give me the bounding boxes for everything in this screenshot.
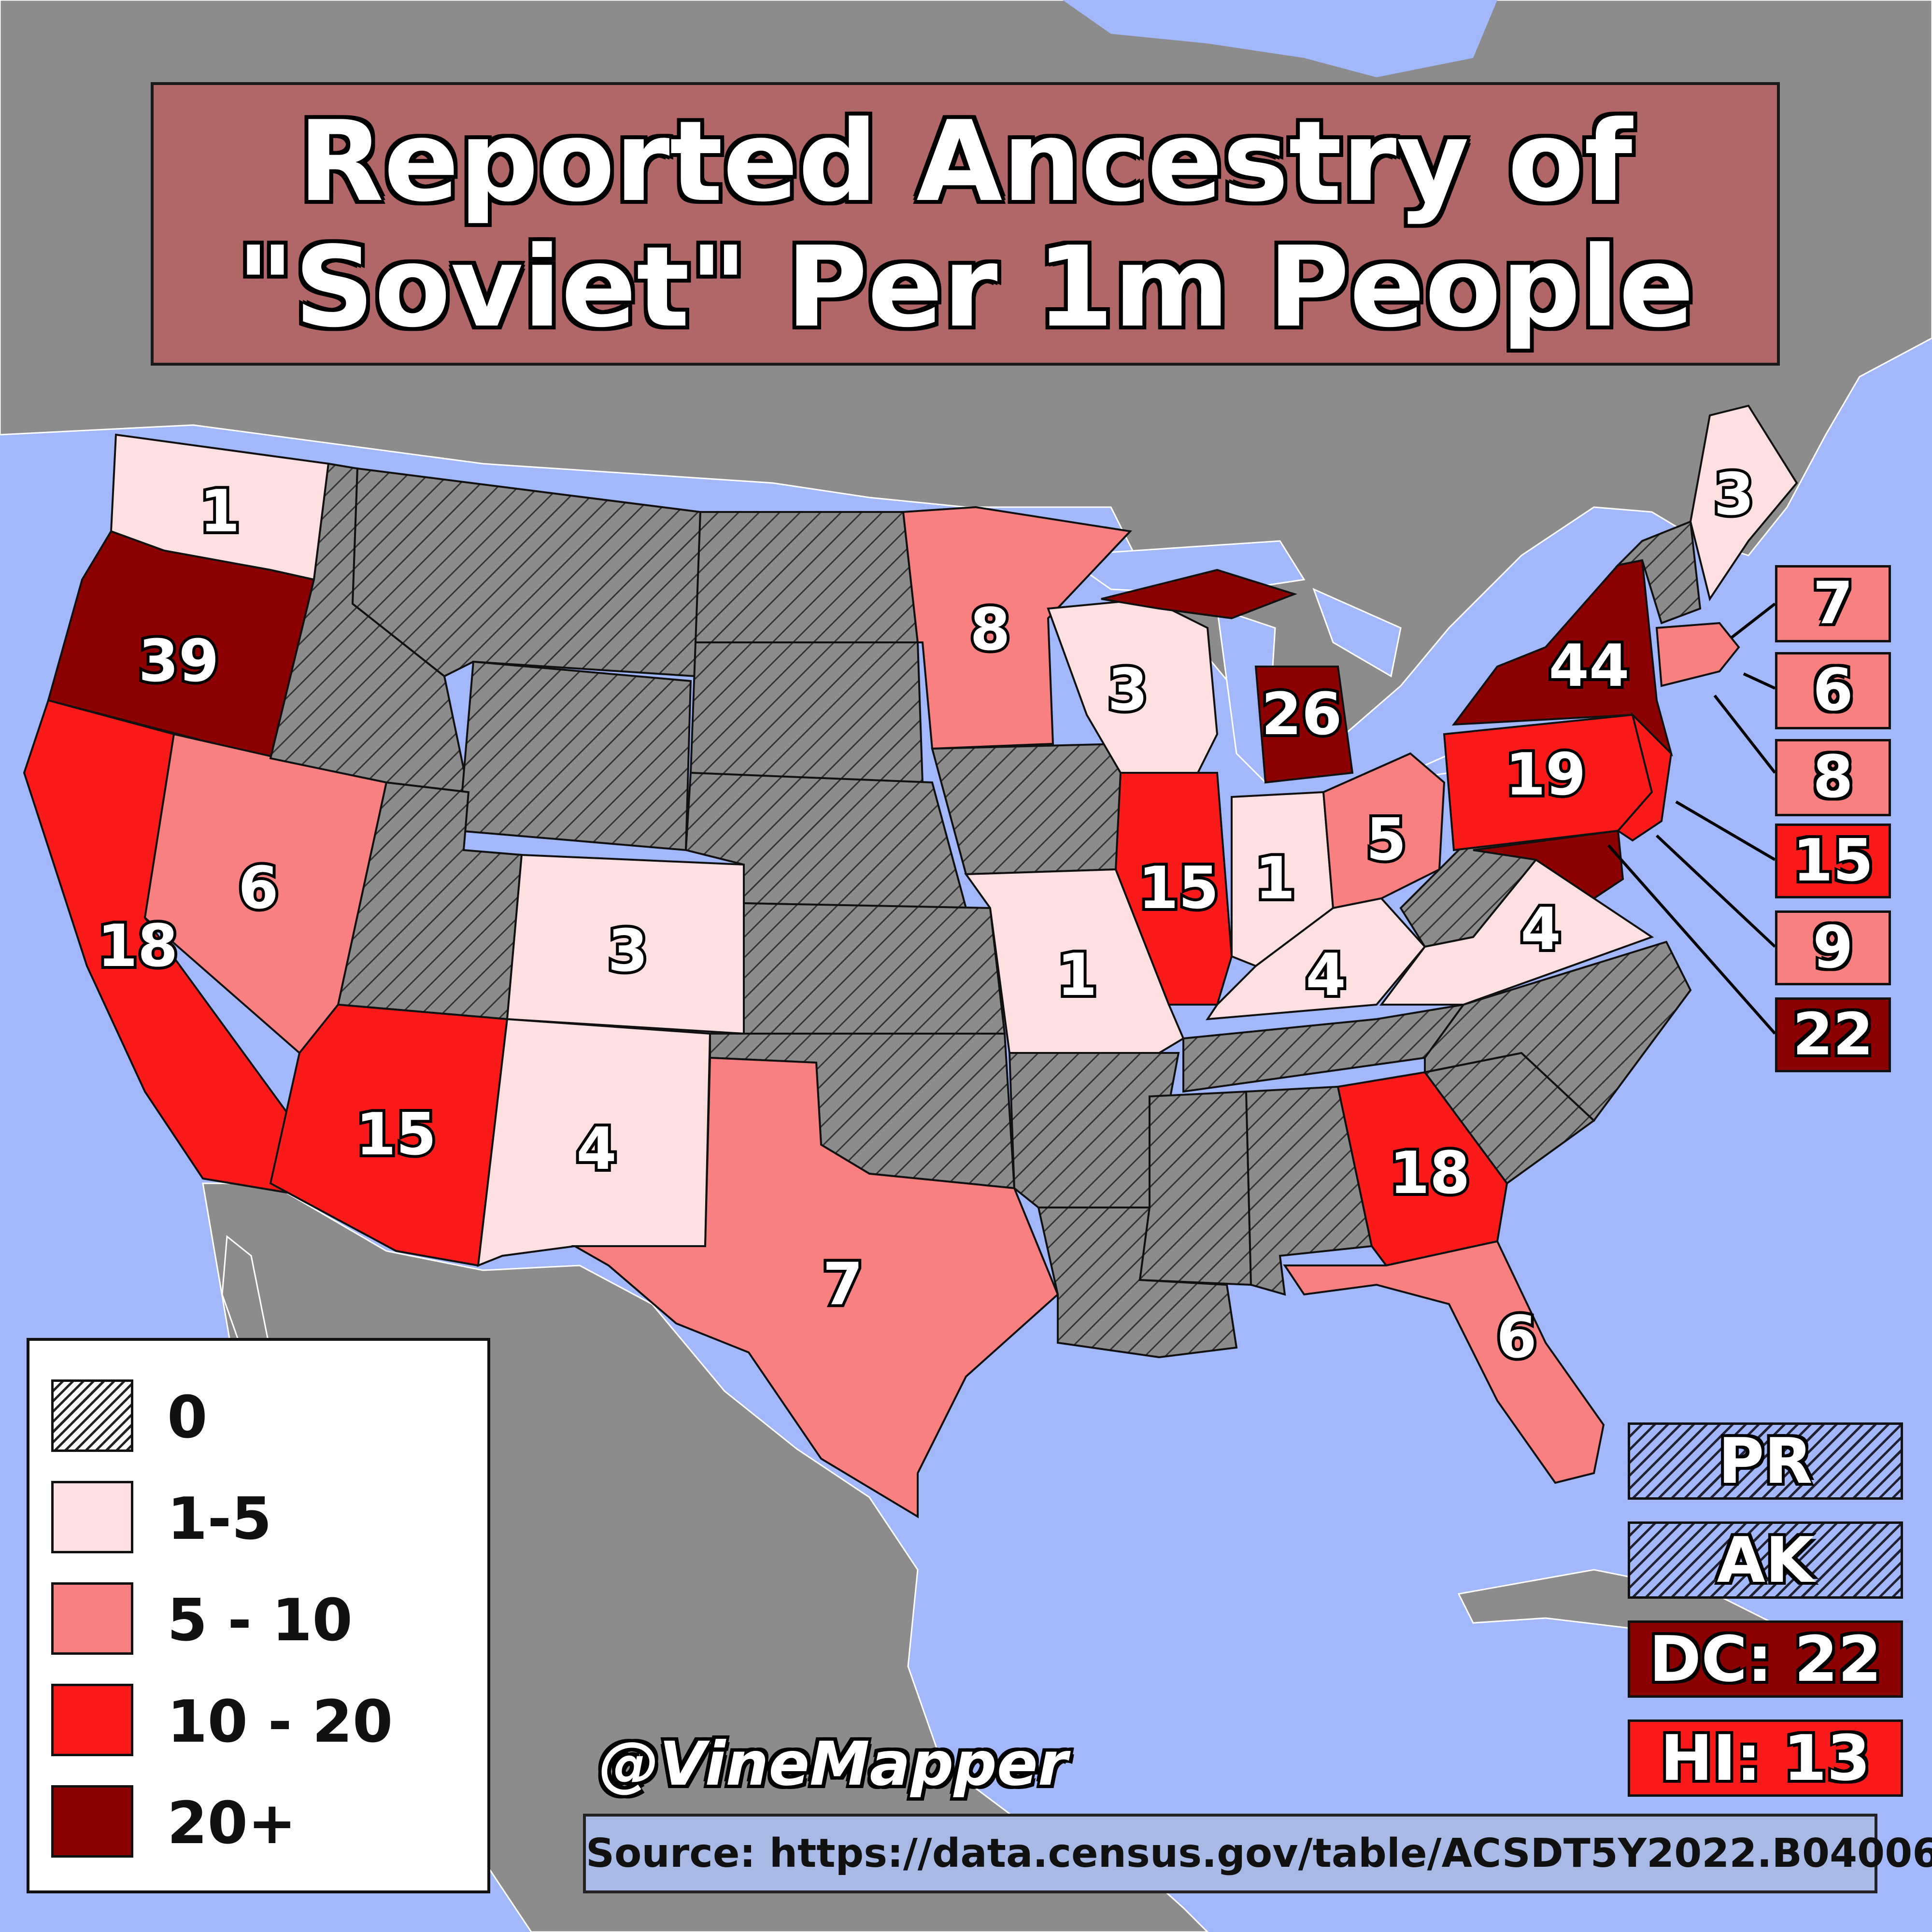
state-ky xyxy=(1206,897,1426,1021)
state-vt-nh xyxy=(1615,520,1702,625)
label-az: 15 xyxy=(356,1101,437,1168)
state-me xyxy=(1689,404,1798,601)
legend-label: 0 xyxy=(167,1384,208,1451)
legend-swatch xyxy=(51,1785,133,1858)
extra-dc: DC: 22 xyxy=(1628,1620,1903,1698)
state-sd xyxy=(689,641,924,784)
title-line-1: Reported Ancestry of xyxy=(298,98,1633,227)
callout-line-de xyxy=(1655,834,1776,948)
state-ks xyxy=(743,902,1006,1035)
callout-line-nj xyxy=(1675,800,1776,861)
label-pa: 19 xyxy=(1506,741,1586,809)
callout-nj: 15 xyxy=(1775,824,1891,898)
legend-swatch-hatch xyxy=(51,1379,133,1452)
label-co: 3 xyxy=(608,918,648,985)
source-citation: Source: https://data.census.gov/table/AC… xyxy=(583,1814,1932,1893)
label-ca: 18 xyxy=(98,913,178,980)
extra-hi: HI: 13 xyxy=(1628,1719,1903,1797)
territory-ak: AK xyxy=(1628,1521,1903,1599)
territory-pr: PR xyxy=(1628,1422,1903,1500)
state-tx xyxy=(571,1056,1059,1519)
label-mn: 8 xyxy=(970,597,1010,664)
label-me: 3 xyxy=(1714,461,1754,528)
callout-ct: 8 xyxy=(1775,739,1891,816)
legend-label: 10 - 20 xyxy=(167,1689,393,1756)
hudson-bay xyxy=(1063,0,1497,77)
legend-label: 5 - 10 xyxy=(167,1587,353,1654)
label-mi: 26 xyxy=(1262,681,1342,748)
label-nv: 6 xyxy=(238,855,279,922)
legend-swatch xyxy=(51,1481,133,1553)
label-ga: 18 xyxy=(1390,1140,1470,1207)
title-box: Reported Ancestry of "Soviet" Per 1m Peo… xyxy=(151,82,1780,366)
label-ny: 44 xyxy=(1549,633,1630,700)
state-ia xyxy=(931,742,1146,876)
label-wa: 1 xyxy=(199,478,240,545)
label-tx: 7 xyxy=(823,1251,863,1318)
state-mi xyxy=(1101,568,1354,784)
state-nj xyxy=(1616,711,1673,842)
state-wy xyxy=(457,660,692,852)
label-in: 1 xyxy=(1255,845,1295,912)
author-credit: @VineMapper xyxy=(599,1729,1068,1799)
legend-label: 20+ xyxy=(167,1790,297,1857)
label-va: 4 xyxy=(1520,896,1561,963)
label-oh: 5 xyxy=(1366,807,1406,874)
state-ms xyxy=(1138,1090,1252,1286)
callout-ma: 7 xyxy=(1775,565,1891,642)
callout-line-ri xyxy=(1743,672,1776,690)
state-md xyxy=(1473,829,1624,900)
state-nd xyxy=(694,511,919,643)
state-mn xyxy=(902,506,1133,750)
callout-md: 22 xyxy=(1775,997,1891,1072)
legend-swatch xyxy=(51,1684,133,1756)
label-mo: 1 xyxy=(1057,942,1097,1009)
label-fl: 6 xyxy=(1496,1304,1537,1371)
title-line-2: "Soviet" Per 1m People xyxy=(236,223,1694,352)
legend: 0 1-5 5 - 10 10 - 20 20+ xyxy=(27,1338,490,1893)
label-wi: 3 xyxy=(1108,657,1148,724)
legend-label: 1-5 xyxy=(167,1486,272,1553)
state-ma-ri-ct xyxy=(1655,622,1740,687)
callout-de: 9 xyxy=(1775,910,1891,985)
state-fl xyxy=(1283,1240,1605,1484)
callout-line-ma xyxy=(1731,602,1776,639)
label-nm: 4 xyxy=(576,1116,617,1183)
callout-line-ct xyxy=(1713,695,1776,774)
legend-swatch xyxy=(51,1582,133,1655)
callout-ri: 6 xyxy=(1775,652,1891,729)
label-il: 15 xyxy=(1138,855,1219,922)
state-nc xyxy=(1424,940,1692,1122)
label-ky: 4 xyxy=(1306,942,1346,1009)
callout-line-md xyxy=(1607,844,1776,1035)
label-or: 39 xyxy=(139,628,219,695)
state-mt xyxy=(351,467,702,678)
